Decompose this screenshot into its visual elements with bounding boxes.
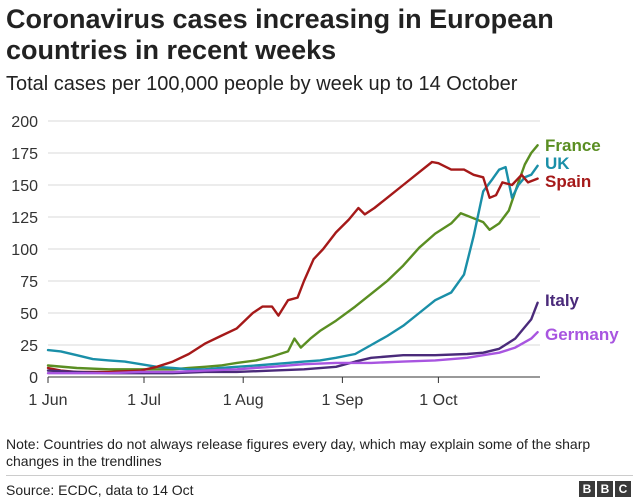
y-tick-label: 175 (11, 146, 38, 163)
y-tick-label: 200 (11, 114, 38, 131)
series-line-france (46, 144, 539, 371)
series-line-uk (46, 164, 539, 371)
series-label-uk: UK (545, 154, 570, 173)
chart-source: Source: ECDC, data to 14 Oct (6, 482, 194, 498)
series-line-spain (46, 160, 539, 374)
chart-subtitle: Total cases per 100,000 people by week u… (6, 73, 518, 95)
y-axis: 0 25 50 75 100 125 150 175 200 (11, 114, 38, 387)
x-tick-label: 1 Jun (28, 392, 67, 409)
x-axis: 1 Jun 1 Jul 1 Aug 1 Sep 1 Oct (28, 377, 458, 409)
y-tick-label: 100 (11, 242, 38, 259)
series-line-germany (46, 331, 539, 375)
series-label-italy: Italy (545, 291, 580, 310)
logo-letter: B (579, 481, 595, 497)
series-label-france: France (545, 136, 601, 155)
y-tick-label: 75 (20, 274, 38, 291)
series-lines (46, 144, 539, 375)
bbc-logo: B B C (579, 481, 631, 497)
chart-title: Coronavirus cases increasing in European… (6, 4, 554, 65)
logo-letter: C (615, 481, 631, 497)
x-tick-label: 1 Aug (223, 392, 264, 409)
series-line-italy (46, 301, 539, 375)
chart-note: Note: Countries do not always release fi… (6, 436, 591, 469)
y-tick-label: 0 (29, 370, 38, 387)
x-tick-label: 1 Jul (127, 392, 161, 409)
logo-letter: B (597, 481, 613, 497)
footer-divider (6, 475, 633, 476)
series-label-spain: Spain (545, 172, 591, 191)
x-tick-label: 1 Sep (321, 392, 363, 409)
y-tick-label: 50 (20, 306, 38, 323)
y-tick-label: 25 (20, 338, 38, 355)
y-tick-label: 125 (11, 210, 38, 227)
series-label-germany: Germany (545, 325, 619, 344)
y-tick-label: 150 (11, 178, 38, 195)
x-tick-label: 1 Oct (419, 392, 458, 409)
